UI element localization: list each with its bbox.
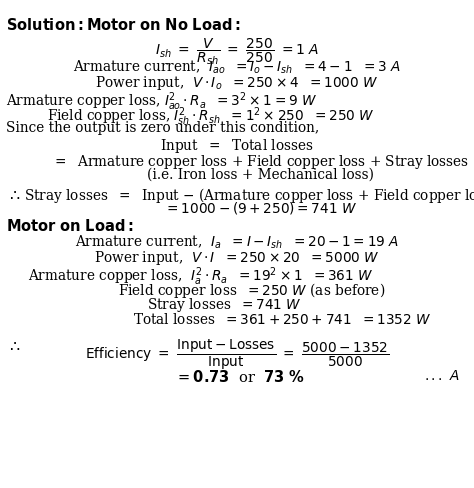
Text: $\mathbf{Motor\ on\ Load :}$: $\mathbf{Motor\ on\ Load :}$ bbox=[6, 217, 134, 233]
Text: Power input,  $V \cdot I$  $= 250 \times 20$  $= 5000\ W$: Power input, $V \cdot I$ $= 250 \times 2… bbox=[94, 249, 380, 267]
Text: Armature current,  $I_{ao}$  $= I_o - I_{sh}$  $= 4 - 1$  $= 3\ A$: Armature current, $I_{ao}$ $= I_o - I_{s… bbox=[73, 59, 401, 76]
Text: Field copper loss, $I^2_{sh} \cdot R_{sh}$  $= 1^2 \times 250$  $= 250\ W$: Field copper loss, $I^2_{sh} \cdot R_{sh… bbox=[47, 105, 375, 128]
Text: $\mathbf{Solution : Motor\ on\ No\ Load :}$: $\mathbf{Solution : Motor\ on\ No\ Load … bbox=[6, 17, 241, 33]
Text: $= 1000 - (9 + 250) = 741\ W$: $= 1000 - (9 + 250) = 741\ W$ bbox=[164, 200, 357, 216]
Text: Since the output is zero under this condition,: Since the output is zero under this cond… bbox=[6, 121, 319, 135]
Text: Total losses  $= 361 + 250 + 741$  $= 1352\ W$: Total losses $= 361 + 250 + 741$ $= 1352… bbox=[133, 311, 431, 326]
Text: Armature copper loss,  $I^2_a \cdot R_a$  $= 19^2 \times 1$  $= 361\ W$: Armature copper loss, $I^2_a \cdot R_a$ … bbox=[28, 264, 374, 287]
Text: Armature current,  $I_a$  $= I - I_{sh}$  $= 20 - 1 = 19\ A$: Armature current, $I_a$ $= I - I_{sh}$ $… bbox=[75, 233, 399, 251]
Text: $I_{sh}\ =\ \dfrac{V}{R_{sh}}\ =\ \dfrac{250}{250}\ = 1\ A$: $I_{sh}\ =\ \dfrac{V}{R_{sh}}\ =\ \dfrac… bbox=[155, 37, 319, 67]
Text: Armature copper loss, $I^2_{ao} \cdot R_a$  $= 3^2 \times 1 = 9\ W$: Armature copper loss, $I^2_{ao} \cdot R_… bbox=[6, 90, 318, 112]
Text: $...\ A$: $...\ A$ bbox=[424, 368, 460, 383]
Text: Stray losses  $= 741\ W$: Stray losses $= 741\ W$ bbox=[147, 296, 302, 314]
Text: Stray losses  $=$  Input $-$ (Armature copper loss + Field copper loss): Stray losses $=$ Input $-$ (Armature cop… bbox=[24, 185, 474, 204]
Text: Input  $=$  Total losses: Input $=$ Total losses bbox=[160, 137, 314, 155]
Text: $\therefore$: $\therefore$ bbox=[6, 337, 20, 354]
Text: Field copper loss  $= 250\ W$ (as before): Field copper loss $= 250\ W$ (as before) bbox=[118, 280, 386, 299]
Text: $=$  Armature copper loss + Field copper loss + Stray losses: $=$ Armature copper loss + Field copper … bbox=[52, 152, 469, 170]
Text: Power input,  $V \cdot I_o$  $= 250 \times 4$  $= 1000\ W$: Power input, $V \cdot I_o$ $= 250 \times… bbox=[95, 74, 379, 92]
Text: (i.e. Iron loss + Mechanical loss): (i.e. Iron loss + Mechanical loss) bbox=[147, 167, 374, 182]
Text: $\therefore$: $\therefore$ bbox=[6, 185, 20, 203]
Text: $\mathrm{Efficiency}\ =\ \dfrac{\mathrm{Input} - \mathrm{Losses}}{\mathrm{Input}: $\mathrm{Efficiency}\ =\ \dfrac{\mathrm{… bbox=[85, 337, 389, 371]
Text: $= \mathbf{0.73}$  or  $\mathbf{73\ \%}$: $= \mathbf{0.73}$ or $\mathbf{73\ \%}$ bbox=[175, 368, 305, 385]
